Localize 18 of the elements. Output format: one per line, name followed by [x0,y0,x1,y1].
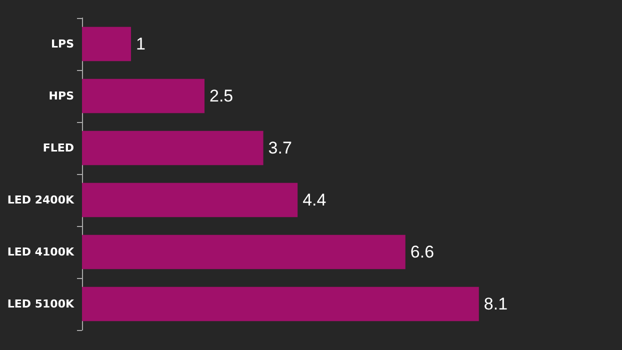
y-tick-label: LPS [51,38,74,50]
bar [82,26,131,62]
bar [82,78,204,114]
data-label: 2.5 [210,86,234,106]
data-label: 3.7 [268,138,292,158]
y-tick-label: LED 2400K [7,194,74,206]
y-tick-label: LED 5100K [7,298,74,310]
data-label: 6.6 [410,242,434,262]
data-label: 1 [136,34,146,54]
bar [82,130,264,166]
y-tick-label: HPS [48,90,74,102]
y-tick-label: LED 4100K [7,246,74,258]
data-label: 4.4 [302,190,326,210]
y-tick-label: FLED [42,142,74,154]
bar [82,182,298,218]
data-label: 8.1 [484,294,508,314]
bar [82,234,406,270]
bar [82,286,479,322]
